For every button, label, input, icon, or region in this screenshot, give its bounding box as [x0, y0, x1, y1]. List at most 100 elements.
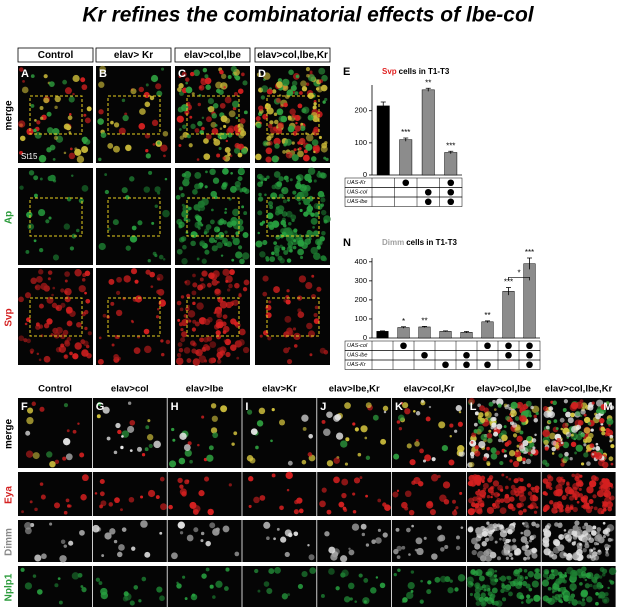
- cell-signal: [448, 459, 455, 466]
- cell-signal: [194, 183, 201, 190]
- cell-signal: [525, 445, 532, 453]
- cell-signal: [437, 535, 444, 542]
- cell-signal: [177, 521, 185, 529]
- cell-signal: [404, 506, 409, 511]
- cell-signal: [208, 445, 214, 451]
- cell-signal: [241, 205, 245, 209]
- cell-signal: [590, 428, 594, 432]
- cell-signal: [255, 445, 259, 450]
- cell-signal: [549, 486, 553, 491]
- genotype-dot: [463, 361, 470, 369]
- cell-signal: [520, 531, 524, 535]
- cell-signal: [547, 586, 552, 591]
- cell-signal: [98, 81, 105, 88]
- cell-signal: [503, 541, 507, 545]
- cell-signal: [151, 119, 159, 126]
- cell-signal: [208, 272, 215, 279]
- region-box: [186, 297, 240, 337]
- cell-signal: [143, 186, 151, 193]
- cell-signal: [320, 255, 327, 262]
- cell-signal: [113, 122, 120, 128]
- cell-signal: [224, 586, 229, 591]
- cell-signal: [39, 406, 45, 412]
- cell-signal: [338, 501, 345, 508]
- significance: ***: [525, 248, 534, 257]
- cell-signal: [198, 84, 205, 91]
- cell-signal: [404, 408, 411, 415]
- cell-signal: [305, 67, 311, 72]
- cell-signal: [242, 232, 249, 238]
- cell-signal: [183, 444, 191, 451]
- cell-signal: [155, 83, 162, 90]
- cell-signal: [549, 432, 556, 440]
- cell-signal: [155, 495, 160, 500]
- cell-signal: [129, 600, 135, 606]
- cell-signal: [22, 79, 25, 83]
- cell-signal: [193, 527, 199, 533]
- cell-signal: [523, 409, 532, 418]
- cell-signal: [114, 497, 120, 504]
- cell-signal: [522, 460, 526, 465]
- cell-signal: [107, 227, 111, 231]
- cell-signal: [411, 524, 414, 528]
- cell-signal: [320, 84, 328, 92]
- cell-signal: [187, 310, 196, 318]
- cell-signal: [404, 490, 412, 498]
- cell-signal: [312, 226, 315, 229]
- micrograph: [242, 566, 317, 607]
- cell-signal: [258, 192, 262, 197]
- cell-signal: [542, 595, 549, 602]
- cell-signal: [358, 573, 363, 578]
- cell-signal: [481, 479, 485, 484]
- cell-signal: [68, 113, 72, 116]
- cell-signal: [144, 551, 151, 558]
- cell-signal: [34, 554, 42, 562]
- cell-signal: [471, 432, 477, 438]
- bar: [460, 332, 473, 339]
- cell-signal: [207, 316, 213, 323]
- cell-signal: [232, 208, 240, 217]
- cell-signal: [351, 523, 360, 531]
- cell-signal: [321, 419, 326, 424]
- cell-signal: [210, 427, 218, 434]
- panel-letter: N: [343, 237, 351, 249]
- cell-signal: [194, 171, 202, 179]
- cell-signal: [590, 549, 594, 552]
- column-header-box: [254, 47, 331, 63]
- cell-signal: [205, 567, 210, 572]
- cell-signal: [183, 347, 191, 354]
- cell-signal: [523, 556, 527, 561]
- cell-signal: [526, 435, 532, 442]
- cell-signal: [28, 170, 35, 176]
- cell-signal: [565, 553, 573, 561]
- cell-signal: [206, 454, 214, 462]
- cell-signal: [584, 583, 590, 589]
- cell-signal: [301, 414, 309, 422]
- cell-signal: [601, 573, 606, 577]
- cell-signal: [343, 596, 351, 603]
- cell-signal: [558, 599, 562, 603]
- cell-signal: [297, 311, 305, 319]
- cell-signal: [551, 452, 555, 455]
- cell-signal: [199, 283, 206, 289]
- cell-signal: [475, 601, 481, 606]
- cell-signal: [571, 541, 576, 546]
- cell-signal: [81, 278, 86, 282]
- cell-signal: [583, 443, 587, 447]
- cell-signal: [52, 254, 60, 261]
- cell-signal: [184, 110, 190, 116]
- cell-signal: [270, 439, 273, 443]
- y-tick-label: 100: [354, 138, 367, 147]
- cell-signal: [505, 556, 509, 560]
- cell-signal: [38, 154, 47, 163]
- cell-signal: [248, 504, 252, 508]
- cell-signal: [479, 405, 486, 412]
- cell-signal: [194, 321, 200, 327]
- cell-signal: [201, 126, 205, 131]
- cell-signal: [149, 271, 156, 278]
- cell-signal: [559, 417, 565, 423]
- panel-letter: D: [258, 68, 266, 80]
- cell-signal: [201, 116, 205, 120]
- cell-signal: [516, 401, 524, 409]
- cell-signal: [306, 322, 313, 330]
